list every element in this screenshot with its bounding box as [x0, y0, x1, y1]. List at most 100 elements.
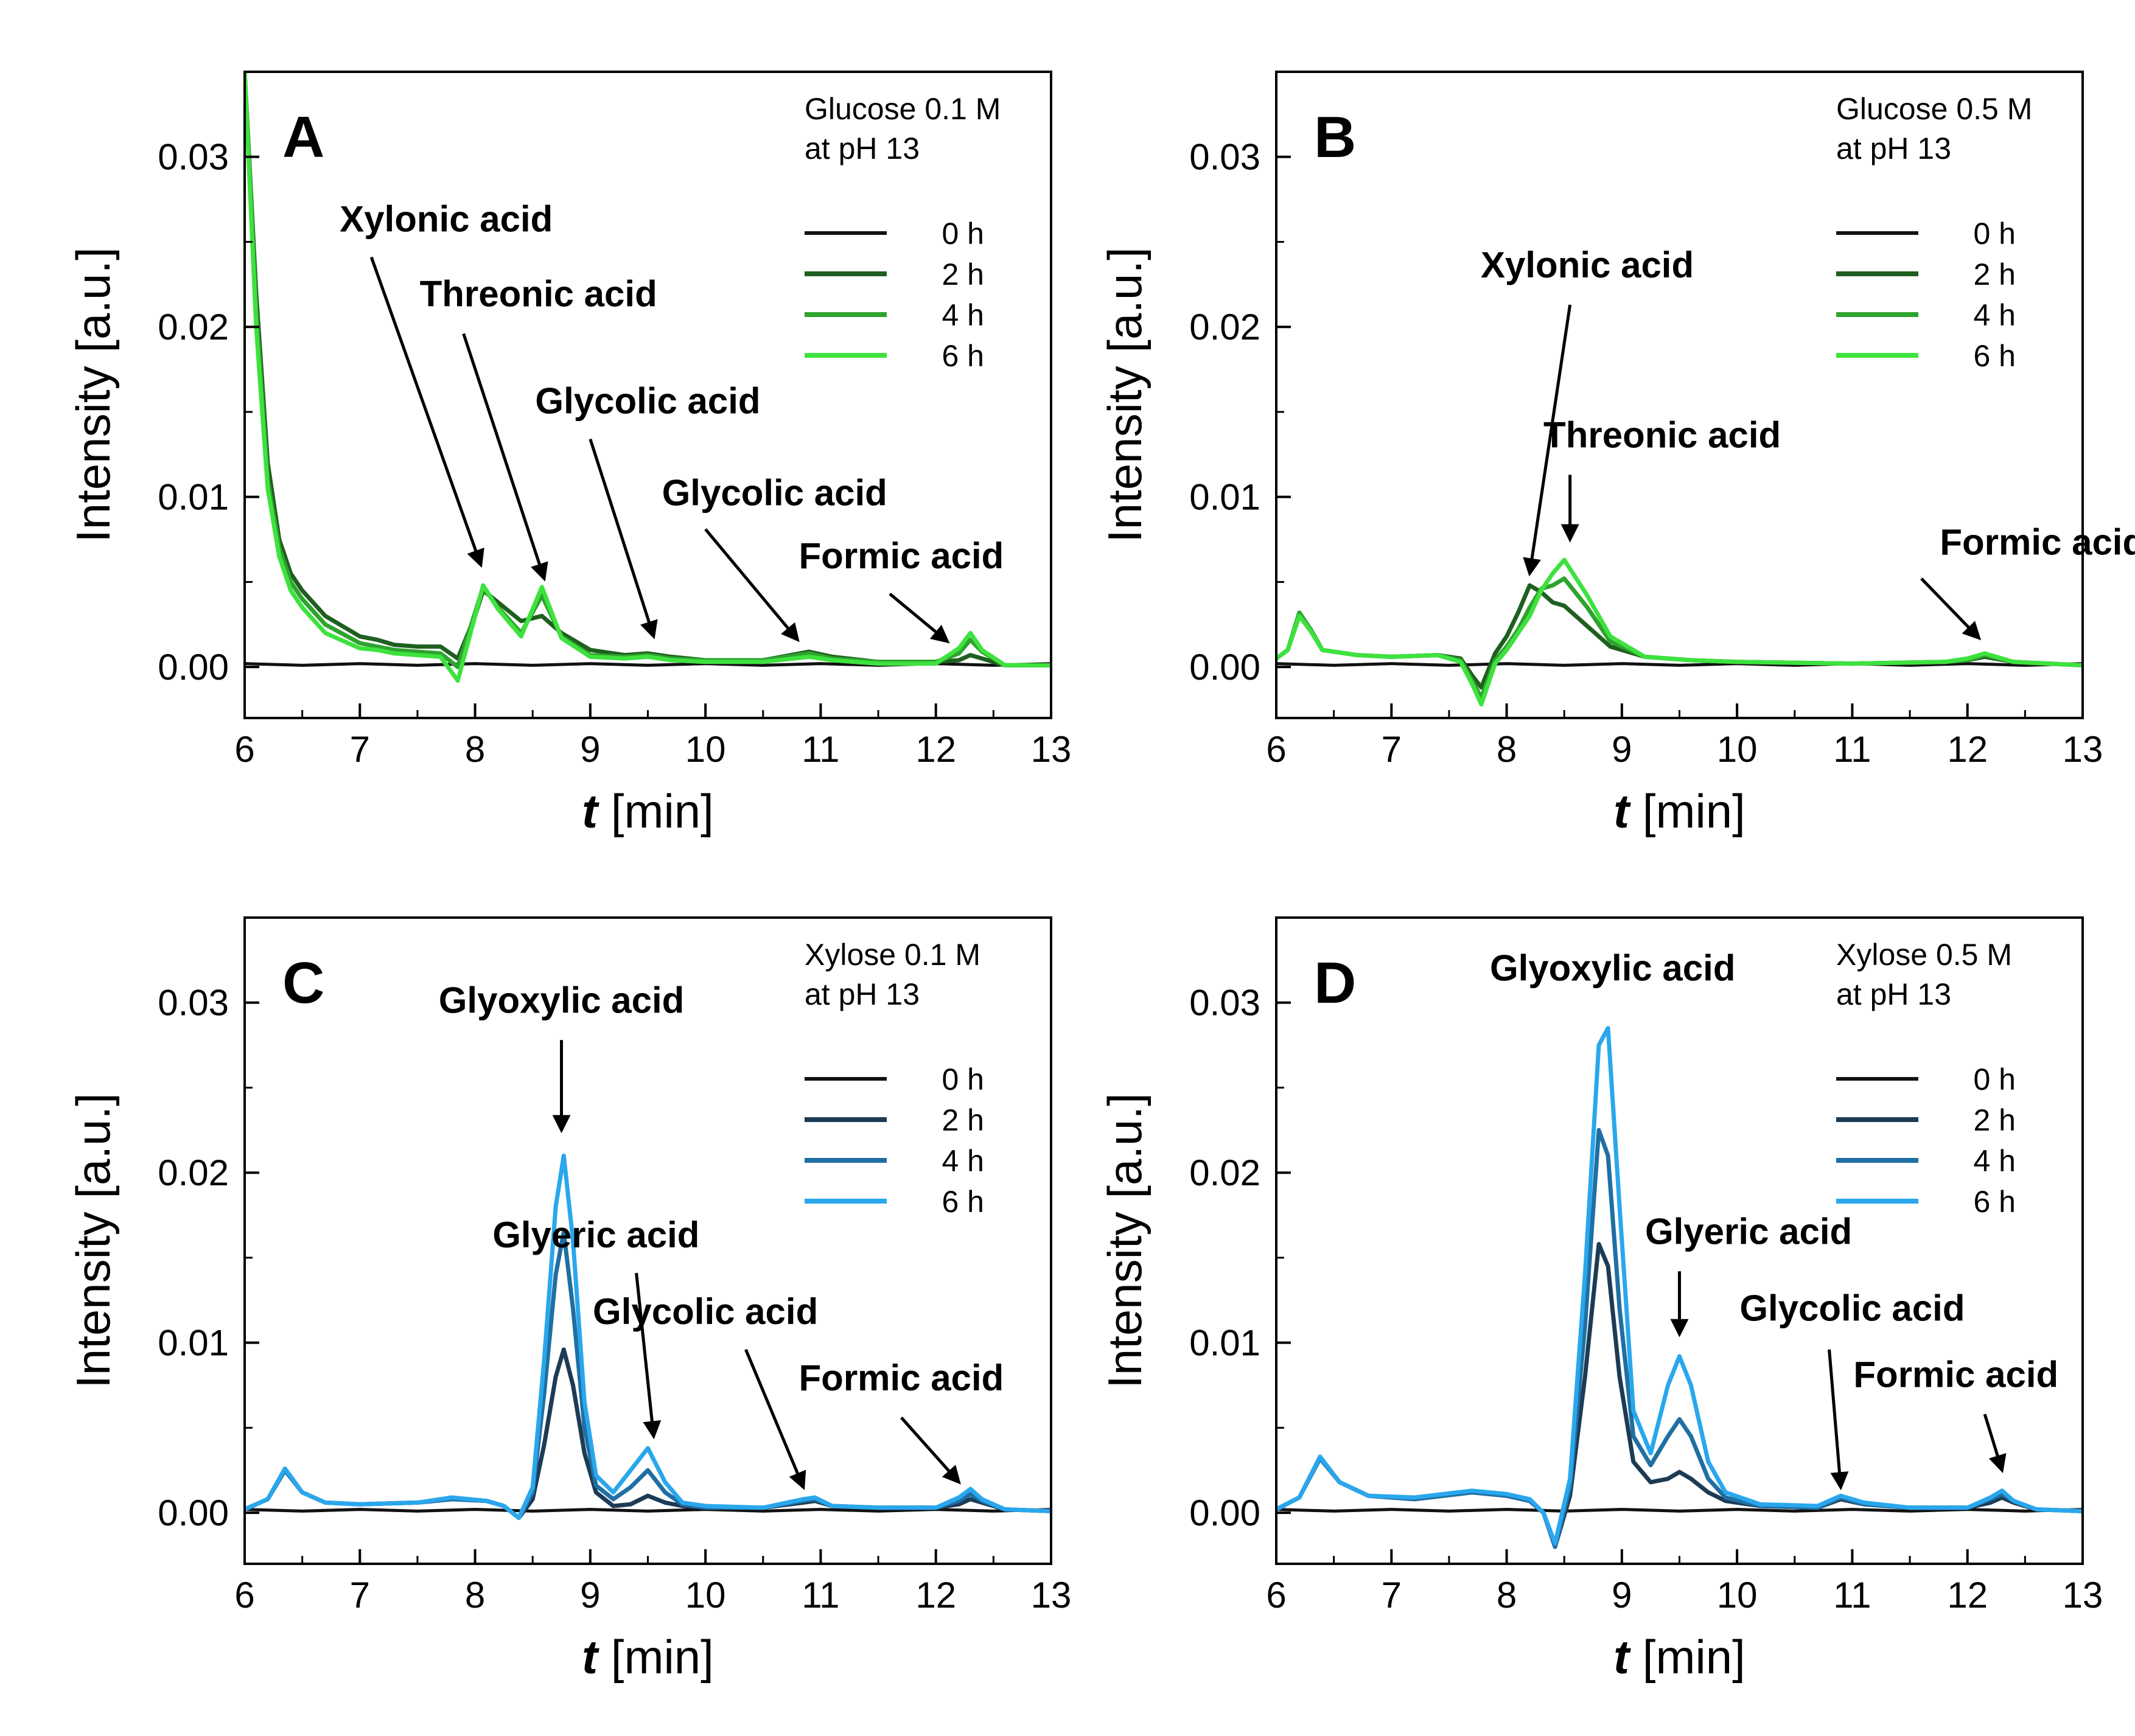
x-tick-label: 9: [1612, 729, 1632, 770]
y-tick-label: 0.00: [158, 647, 229, 688]
y-tick-label: 0.01: [158, 1323, 229, 1364]
legend-label: 2 h: [942, 1103, 984, 1137]
x-tick-label: 11: [802, 729, 839, 770]
x-tick-label: 12: [1947, 1575, 1988, 1616]
annotation-label: Xylonic acid: [1481, 245, 1694, 285]
x-tick-label: 6: [234, 729, 254, 770]
x-tick-label: 12: [915, 729, 956, 770]
annotation-arrow: [704, 528, 800, 643]
x-axis-unit: [min]: [1629, 784, 1745, 838]
series-line-2h: [245, 72, 1051, 668]
series-line-6h: [1276, 1026, 2083, 1546]
x-axis-unit: [min]: [598, 784, 714, 838]
legend-label: 2 h: [942, 257, 984, 291]
series-line-6h: [1276, 557, 2083, 707]
x-tick-label: 8: [465, 1575, 485, 1616]
y-tick-label: 0.00: [1189, 647, 1260, 688]
x-tick-label: 13: [1031, 1575, 1072, 1616]
legend-label: 2 h: [1973, 257, 2016, 291]
annotation-arrow: [889, 593, 950, 644]
x-tick-label: 10: [1717, 1575, 1758, 1616]
y-axis-label: Intensity [a.u.]: [1098, 1093, 1151, 1389]
x-tick-label: 11: [1833, 729, 1871, 770]
legend-label: 0 h: [942, 1062, 984, 1096]
y-tick-label: 0.00: [1189, 1493, 1260, 1533]
x-axis-unit: [min]: [598, 1630, 714, 1684]
x-tick-label: 10: [685, 729, 726, 770]
y-tick-label: 0.01: [1189, 477, 1260, 518]
condition-text: at pH 13: [805, 977, 920, 1011]
x-axis-label: t [min]: [582, 1630, 714, 1684]
x-tick-label: 7: [350, 729, 370, 770]
legend-label: 0 h: [942, 217, 984, 251]
annotation-label: Xylonic acid: [340, 199, 553, 240]
annotation-arrow: [900, 1416, 961, 1485]
annotation-label: Formic acid: [1853, 1354, 2058, 1395]
annotation-arrow: [635, 1272, 662, 1440]
annotation-label: Threonic acid: [420, 274, 657, 315]
panel-d: 6 7 8 9 10 11 12 13 0.00 0.01 0.02 0.03 Intensity [a…: [1098, 916, 2103, 1684]
legend-label: 6 h: [1973, 1185, 2016, 1219]
legend-label: 6 h: [942, 1185, 984, 1219]
series-line-4h: [245, 72, 1051, 669]
series-line-0h: [245, 1508, 1051, 1513]
series-line-6h: [245, 72, 1051, 683]
condition-text: at pH 13: [1836, 131, 1951, 166]
y-axis-label: Intensity [a.u.]: [66, 1093, 120, 1389]
x-tick-label: 10: [685, 1575, 726, 1616]
y-tick-label: 0.02: [1189, 307, 1260, 347]
series-group: [245, 1153, 1051, 1520]
x-tick-label: 8: [465, 729, 485, 770]
x-axis-label: t [min]: [1613, 784, 1745, 838]
x-tick-label: 7: [1382, 729, 1402, 770]
annotation-label: Glycolic acid: [535, 381, 760, 422]
condition-text: at pH 13: [1836, 977, 1951, 1011]
y-tick-label: 0.01: [1189, 1323, 1260, 1364]
panel-letter: B: [1314, 105, 1356, 170]
panel-a: 6 7 8 9 10 11 12 13 0.00 0.01 0.02 0.03 Intensity [a…: [66, 71, 1071, 838]
annotation-label: Glycolic acid: [1739, 1288, 1965, 1328]
series-group: [1276, 1026, 2083, 1549]
series-line-0h: [1276, 662, 2083, 667]
y-tick-label: 0.03: [158, 983, 229, 1023]
y-tick-label: 0.00: [158, 1493, 229, 1533]
condition-text: Glucose 0.1 M: [805, 92, 1001, 126]
panel-letter: A: [282, 105, 324, 170]
legend-label: 6 h: [1973, 339, 2016, 373]
y-tick-label: 0.02: [1189, 1152, 1260, 1193]
series-group: [1276, 557, 2083, 707]
x-tick-label: 7: [350, 1575, 370, 1616]
y-tick-label: 0.03: [1189, 983, 1260, 1023]
annotation-label: Glyeric acid: [492, 1215, 699, 1255]
annotation-label: Glyoxylic acid: [1490, 947, 1736, 988]
x-tick-label: 12: [915, 1575, 956, 1616]
annotation-label: Glyoxylic acid: [439, 980, 685, 1021]
annotation-arrow: [1920, 577, 1982, 641]
series-line-4h: [1276, 1128, 2083, 1549]
annotation-arrow: [589, 438, 658, 640]
y-tick-label: 0.02: [158, 1152, 229, 1193]
annotation-arrow: [369, 256, 484, 568]
x-axis-variable: t: [582, 784, 599, 838]
annotation-arrow: [1523, 304, 1572, 577]
annotation-label: Formic acid: [1940, 522, 2135, 563]
panel-c: 6 7 8 9 10 11 12 13 0.00 0.01 0.02 0.03 Intensity [a…: [66, 916, 1072, 1684]
panel-b: 6 7 8 9 10 11 12 13 0.00 0.01 0.02 0.03 Intensity [a…: [1098, 71, 2135, 838]
x-axis-label: t [min]: [1613, 1630, 1745, 1684]
panel-letter: D: [1314, 950, 1356, 1016]
series-line-6h: [245, 1153, 1051, 1520]
annotation-arrow: [1983, 1414, 2007, 1474]
legend-label: 4 h: [1973, 1144, 2016, 1178]
y-tick-label: 0.02: [158, 307, 229, 347]
x-tick-label: 13: [2063, 729, 2103, 770]
x-tick-label: 10: [1717, 729, 1758, 770]
x-axis-variable: t: [1613, 784, 1631, 838]
x-tick-label: 9: [1612, 1575, 1632, 1616]
x-tick-label: 6: [1266, 1575, 1286, 1616]
x-axis-label: t [min]: [582, 784, 714, 838]
condition-text: Glucose 0.5 M: [1836, 92, 2032, 126]
x-tick-label: 9: [580, 1575, 600, 1616]
x-tick-label: 6: [234, 1575, 254, 1616]
legend-label: 0 h: [1973, 1062, 2016, 1096]
